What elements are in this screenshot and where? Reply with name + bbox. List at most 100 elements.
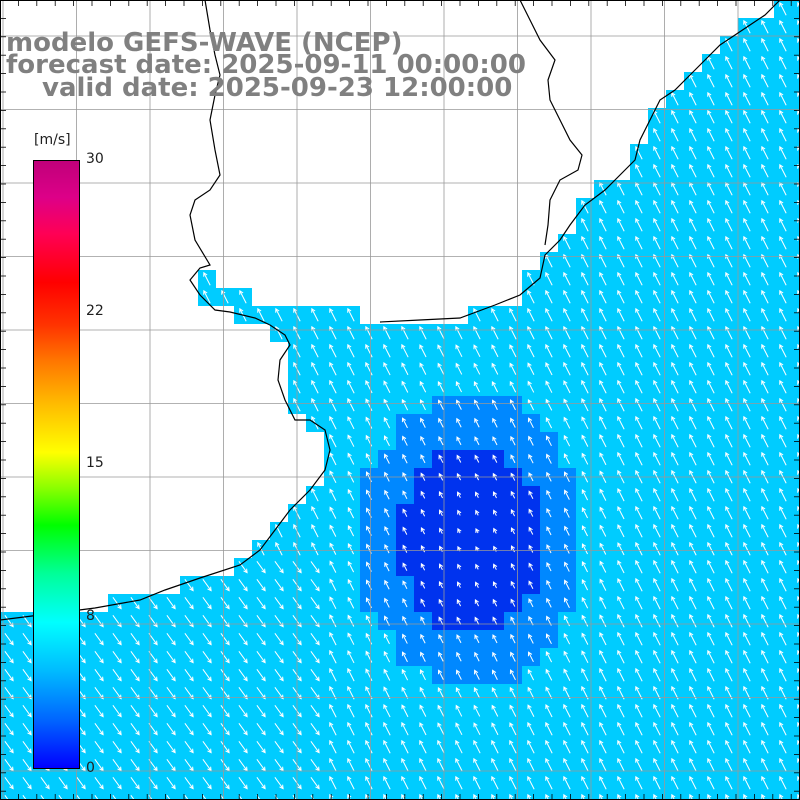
wind-arrow: [599, 415, 607, 430]
wind-arrow: [581, 361, 589, 376]
wind-arrow: [797, 667, 800, 675]
wind-arrow: [329, 649, 337, 664]
wind-arrow: [130, 777, 140, 790]
wind-arrow: [743, 217, 751, 232]
wind-arrow: [419, 669, 426, 681]
wind-arrow: [599, 578, 607, 591]
wind-arrow: [617, 631, 625, 646]
wind-arrow: [725, 343, 733, 358]
wind-arrow: [797, 631, 800, 639]
wind-arrow: [797, 559, 800, 567]
wind-arrow: [743, 325, 751, 340]
wind-arrow: [510, 545, 516, 553]
wind-arrow: [707, 793, 712, 800]
wind-arrow: [671, 541, 679, 556]
wind-arrow: [347, 506, 355, 519]
wind-arrow: [76, 795, 81, 800]
wind-arrow: [455, 687, 463, 699]
wind-arrow: [310, 795, 315, 800]
wind-arrow: [761, 739, 769, 754]
wind-arrow: [491, 704, 499, 717]
wind-arrow: [743, 541, 751, 556]
wind-arrow: [310, 741, 320, 754]
wind-arrow: [94, 705, 104, 718]
wind-arrow: [689, 145, 697, 160]
wind-arrow: [401, 793, 406, 800]
wind-arrow: [743, 91, 751, 106]
wind-arrow: [743, 37, 751, 52]
wind-arrow: [617, 506, 625, 520]
wind-arrow: [671, 613, 679, 628]
wind-arrow: [671, 595, 679, 610]
wind-arrow: [22, 741, 32, 754]
wind-arrow: [457, 509, 462, 516]
wind-arrow: [564, 489, 570, 500]
coastline: [0, 0, 781, 621]
wind-arrow: [671, 343, 679, 358]
wind-arrow: [725, 487, 733, 502]
colorbar-unit: [m/s]: [34, 132, 71, 148]
wind-cell: [792, 558, 800, 576]
wind-arrow: [653, 217, 661, 232]
wind-arrow: [707, 217, 715, 232]
wind-arrow: [671, 235, 679, 250]
wind-cell: [216, 792, 234, 800]
wind-arrow: [581, 416, 589, 430]
wind-arrow: [761, 523, 769, 538]
wind-arrow: [256, 705, 266, 718]
wind-arrow: [563, 434, 571, 447]
wind-arrow: [689, 649, 697, 664]
wind-arrow: [761, 721, 769, 736]
wind-arrow: [761, 397, 769, 412]
wind-arrow: [419, 325, 427, 340]
wind-arrow: [256, 651, 266, 664]
wind-arrow: [725, 91, 733, 106]
wind-arrow: [383, 435, 390, 447]
wind-arrow: [473, 381, 481, 393]
wind-arrow: [617, 560, 625, 574]
wind-arrow: [509, 362, 517, 375]
wind-arrow: [671, 127, 679, 142]
wind-arrow: [564, 525, 570, 536]
wind-cell: [792, 504, 800, 522]
wind-cell: [792, 18, 800, 36]
wind-arrow: [256, 579, 266, 592]
wind-arrow: [707, 721, 715, 736]
wind-arrow: [743, 739, 751, 754]
wind-arrow: [743, 667, 751, 682]
wind-arrow: [419, 793, 424, 800]
wind-arrow: [274, 633, 284, 646]
wind-cell: [792, 612, 800, 630]
wind-arrow: [707, 199, 715, 214]
wind-arrow: [581, 525, 588, 537]
wind-arrow: [779, 307, 787, 322]
wind-cell: [792, 738, 800, 756]
wind-cell: [738, 792, 756, 800]
wind-cell: [792, 234, 800, 252]
wind-arrow: [725, 415, 733, 430]
wind-arrow: [761, 613, 769, 628]
wind-cell: [234, 792, 252, 800]
wind-arrow: [599, 361, 607, 376]
wind-arrow: [220, 597, 230, 610]
wind-arrow: [545, 435, 552, 447]
wind-cell: [792, 180, 800, 198]
wind-arrow: [112, 669, 122, 682]
wind-arrow: [779, 73, 787, 88]
wind-arrow: [528, 598, 534, 608]
wind-arrow: [420, 598, 426, 607]
wind-arrow: [402, 508, 408, 517]
wind-arrow: [365, 325, 373, 340]
wind-arrow: [401, 398, 409, 411]
wind-arrow: [384, 453, 390, 464]
wind-arrow: [510, 616, 516, 626]
colorbar-tick: 22: [86, 303, 104, 319]
wind-arrow: [599, 524, 607, 537]
wind-arrow: [599, 343, 607, 358]
wind-arrow: [510, 651, 516, 662]
wind-arrow: [653, 577, 661, 592]
wind-cell: [684, 792, 702, 800]
wind-arrow: [456, 598, 462, 607]
wind-arrow: [402, 544, 408, 553]
wind-arrow: [419, 704, 427, 717]
